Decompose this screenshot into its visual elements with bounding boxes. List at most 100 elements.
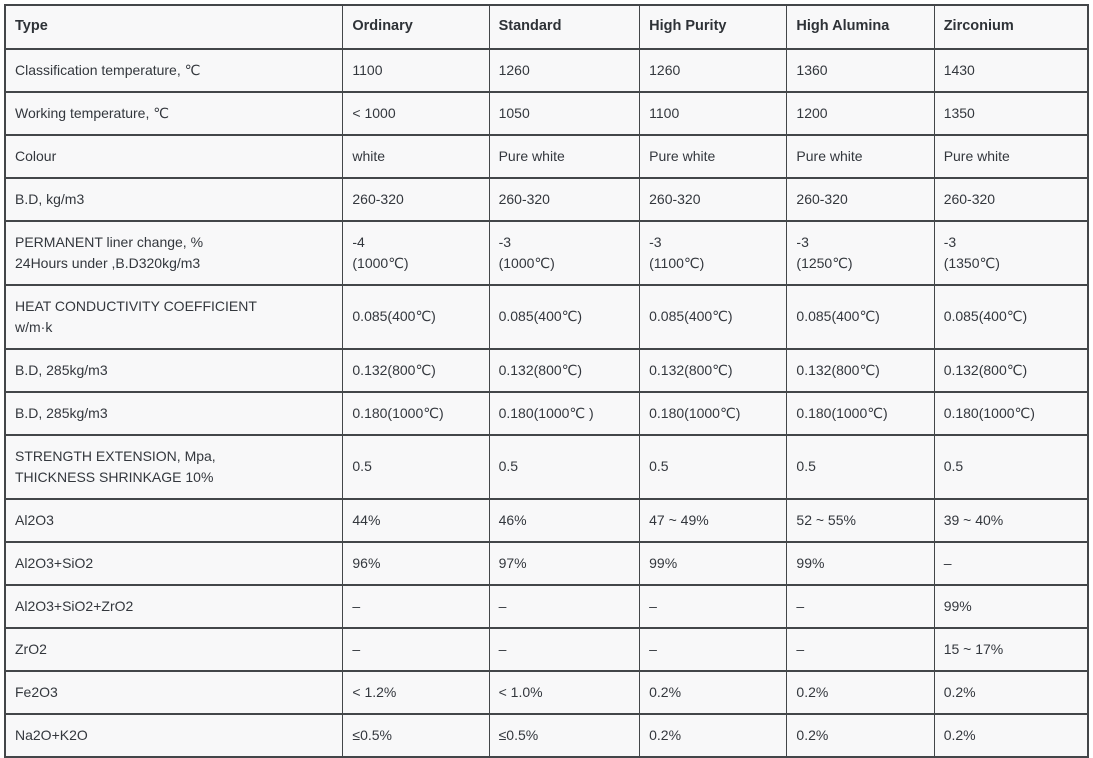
cell-value: < 1000 (342, 90, 490, 136)
cell-value: < 1.0% (488, 669, 641, 715)
column-header: Type (4, 4, 344, 50)
cell-value: 44% (342, 497, 490, 543)
table-row: Al2O3+SiO2 96% 97% 99% 99% – (4, 540, 1089, 586)
table-row: STRENGTH EXTENSION, Mpa, THICKNESS SHRIN… (4, 433, 1089, 500)
cell-value: 0.180(1000℃) (933, 390, 1089, 436)
table-row: Al2O3+SiO2+ZrO2 – – – –99% (4, 583, 1089, 629)
cell-value: -3 (1000℃) (488, 219, 641, 286)
row-label: Working temperature, ℃ (4, 90, 344, 136)
cell-value: 0.2% (933, 669, 1089, 715)
cell-value: Pure white (786, 133, 935, 179)
cell-value: 1360 (786, 47, 935, 93)
row-label: Classification temperature, ℃ (4, 47, 344, 93)
cell-value: 1260 (488, 47, 641, 93)
row-label: B.D, kg/m3 (4, 176, 344, 222)
cell-value: 0.085(400℃) (488, 283, 641, 350)
cell-value: -3 (1250℃) (786, 219, 935, 286)
row-label: Na2O+K2O (4, 712, 344, 758)
header-row: Type Ordinary Standard High Purity High … (4, 4, 1089, 50)
cell-value: 0.180(1000℃) (639, 390, 788, 436)
table-row: Working temperature, ℃ < 1000 1050 1100 120… (4, 90, 1089, 136)
cell-value: – (786, 583, 935, 629)
column-header: High Purity (639, 4, 788, 50)
table-row: ZrO2 – – – –15 ~ 17% (4, 626, 1089, 672)
cell-value: 97% (488, 540, 641, 586)
cell-value: 0.132(800℃) (639, 347, 788, 393)
table-row: B.D, kg/m3 260-320 260-320 260-320 260-320 2… (4, 176, 1089, 222)
row-label: Al2O3 (4, 497, 344, 543)
table-row: Al2O3 44% 46% 47 ~ 49% 52 ~ 55% 39 ~ 40% (4, 497, 1089, 543)
cell-value: 0.085(400℃) (342, 283, 490, 350)
table-row: B.D, 285kg/m3 0.132(800℃) 0.132(800℃) 0.13… (4, 347, 1089, 393)
cell-value: 52 ~ 55% (786, 497, 935, 543)
cell-value: Pure white (488, 133, 641, 179)
cell-value: 1100 (342, 47, 490, 93)
cell-value: – (342, 626, 490, 672)
cell-value: 1050 (488, 90, 641, 136)
cell-value: 46% (488, 497, 641, 543)
cell-value: 0.5 (786, 433, 935, 500)
table-row: HEAT CONDUCTIVITY COEFFICIENT w/m·k 0.08… (4, 283, 1089, 350)
cell-value: – (786, 626, 935, 672)
cell-value: 0.2% (786, 669, 935, 715)
cell-value: < 1.2% (342, 669, 490, 715)
table-row: Classification temperature, ℃ 1100 1260 12… (4, 47, 1089, 93)
row-label: HEAT CONDUCTIVITY COEFFICIENT w/m·k (4, 283, 344, 350)
row-label: Colour (4, 133, 344, 179)
cell-value: 1200 (786, 90, 935, 136)
cell-value: 0.5 (342, 433, 490, 500)
column-header: High Alumina (786, 4, 935, 50)
cell-value: 0.085(400℃) (639, 283, 788, 350)
cell-value: 0.132(800℃) (933, 347, 1089, 393)
cell-value: 260-320 (488, 176, 641, 222)
row-label: Al2O3+SiO2+ZrO2 (4, 583, 344, 629)
cell-value: 0.132(800℃) (342, 347, 490, 393)
table-row: Colour white Pure white Pure white Pure whi… (4, 133, 1089, 179)
column-header: Ordinary (342, 4, 490, 50)
cell-value: 99% (786, 540, 935, 586)
row-label: Al2O3+SiO2 (4, 540, 344, 586)
cell-value: 0.085(400℃) (933, 283, 1089, 350)
cell-value: 0.132(800℃) (786, 347, 935, 393)
cell-value: ≤0.5% (342, 712, 490, 758)
cell-value: 96% (342, 540, 490, 586)
cell-value: Pure white (933, 133, 1089, 179)
cell-value: 0.2% (786, 712, 935, 758)
table-body: Classification temperature, ℃ 1100 1260 12… (4, 47, 1089, 758)
table-row: PERMANENT liner change, % 24Hours under … (4, 219, 1089, 286)
cell-value: 260-320 (342, 176, 490, 222)
cell-value: -3 (1350℃) (933, 219, 1089, 286)
cell-value: 260-320 (933, 176, 1089, 222)
cell-value: 0.2% (933, 712, 1089, 758)
cell-value: 1430 (933, 47, 1089, 93)
row-label: STRENGTH EXTENSION, Mpa, THICKNESS SHRIN… (4, 433, 344, 500)
cell-value: 0.085(400℃) (786, 283, 935, 350)
cell-value: 1350 (933, 90, 1089, 136)
table-row: Na2O+K2O ≤0.5% ≤0.5% 0.2% 0.2% 0.2% (4, 712, 1089, 758)
cell-value: ≤0.5% (488, 712, 641, 758)
cell-value: 39 ~ 40% (933, 497, 1089, 543)
cell-value: – (488, 583, 641, 629)
cell-value: 1260 (639, 47, 788, 93)
column-header: Zirconium (933, 4, 1089, 50)
cell-value: 0.180(1000℃ ) (488, 390, 641, 436)
table-row: Fe2O3 < 1.2% < 1.0% 0.2% 0.2% 0.2% (4, 669, 1089, 715)
row-label: B.D, 285kg/m3 (4, 390, 344, 436)
cell-value: 15 ~ 17% (933, 626, 1089, 672)
cell-value: 0.2% (639, 712, 788, 758)
cell-value: – (488, 626, 641, 672)
row-label: ZrO2 (4, 626, 344, 672)
cell-value: 47 ~ 49% (639, 497, 788, 543)
cell-value: 0.5 (639, 433, 788, 500)
cell-value: -3 (1100℃) (639, 219, 788, 286)
row-label: Fe2O3 (4, 669, 344, 715)
cell-value: – (933, 540, 1089, 586)
cell-value: 99% (639, 540, 788, 586)
cell-value: 99% (933, 583, 1089, 629)
cell-value: -4 (1000℃) (342, 219, 490, 286)
cell-value: 0.2% (639, 669, 788, 715)
cell-value: Pure white (639, 133, 788, 179)
cell-value: 260-320 (639, 176, 788, 222)
cell-value: – (342, 583, 490, 629)
column-header: Standard (488, 4, 641, 50)
